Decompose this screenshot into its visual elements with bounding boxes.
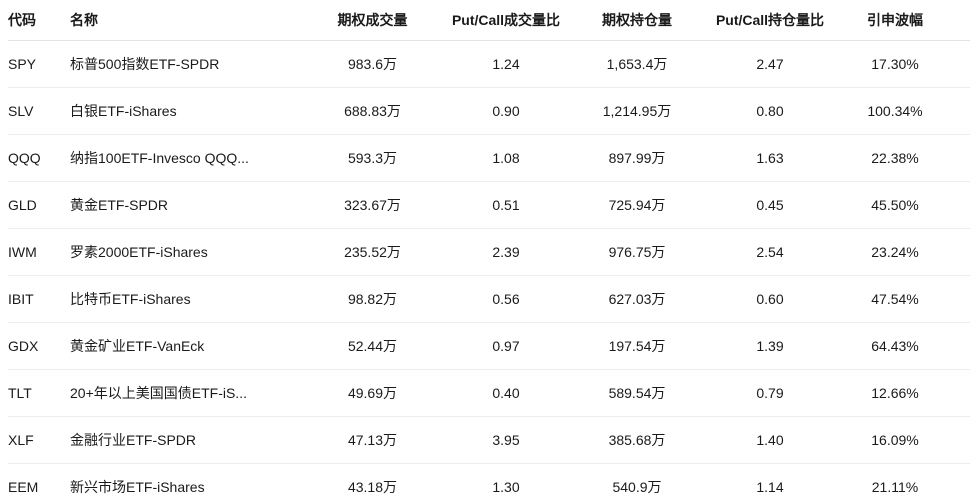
cell-putcall-oi-ratio: 0.60 xyxy=(707,275,833,323)
column-header-implied-volatility[interactable]: 引申波幅 xyxy=(833,0,970,41)
cell-putcall-volume-ratio: 1.24 xyxy=(445,40,567,88)
table-row-tlt[interactable]: TLT 20+年以上美国国债ETF-iS... 49.69万 0.40 589.… xyxy=(8,369,970,417)
cell-volume: 323.67万 xyxy=(300,181,445,229)
etf-options-table: 代码 名称 期权成交量 Put/Call成交量比 期权持仓量 Put/Call持… xyxy=(8,0,970,499)
cell-implied-volatility: 64.43% xyxy=(833,322,970,370)
column-header-code[interactable]: 代码 xyxy=(8,0,70,41)
cell-open-interest: 385.68万 xyxy=(567,416,707,464)
cell-name: 罗素2000ETF-iShares xyxy=(70,228,300,276)
cell-putcall-volume-ratio: 1.08 xyxy=(445,134,567,182)
cell-code: SLV xyxy=(8,87,70,135)
cell-implied-volatility: 22.38% xyxy=(833,134,970,182)
cell-volume: 593.3万 xyxy=(300,134,445,182)
cell-name: 标普500指数ETF-SPDR xyxy=(70,40,300,88)
cell-implied-volatility: 45.50% xyxy=(833,181,970,229)
table-row-iwm[interactable]: IWM 罗素2000ETF-iShares 235.52万 2.39 976.7… xyxy=(8,228,970,276)
cell-code: GDX xyxy=(8,322,70,370)
cell-code: IWM xyxy=(8,228,70,276)
cell-code: IBIT xyxy=(8,275,70,323)
cell-name: 纳指100ETF-Invesco QQQ... xyxy=(70,134,300,182)
cell-volume: 49.69万 xyxy=(300,369,445,417)
cell-putcall-volume-ratio: 0.90 xyxy=(445,87,567,135)
cell-code: GLD xyxy=(8,181,70,229)
cell-putcall-oi-ratio: 0.80 xyxy=(707,87,833,135)
cell-code: EEM xyxy=(8,463,70,499)
cell-implied-volatility: 100.34% xyxy=(833,87,970,135)
cell-open-interest: 197.54万 xyxy=(567,322,707,370)
cell-volume: 47.13万 xyxy=(300,416,445,464)
cell-putcall-volume-ratio: 0.40 xyxy=(445,369,567,417)
cell-implied-volatility: 17.30% xyxy=(833,40,970,88)
cell-putcall-volume-ratio: 0.97 xyxy=(445,322,567,370)
cell-putcall-volume-ratio: 3.95 xyxy=(445,416,567,464)
cell-volume: 52.44万 xyxy=(300,322,445,370)
cell-code: TLT xyxy=(8,369,70,417)
cell-implied-volatility: 23.24% xyxy=(833,228,970,276)
cell-open-interest: 627.03万 xyxy=(567,275,707,323)
column-header-volume[interactable]: 期权成交量 xyxy=(300,0,445,41)
cell-open-interest: 589.54万 xyxy=(567,369,707,417)
cell-name: 黄金ETF-SPDR xyxy=(70,181,300,229)
cell-open-interest: 1,653.4万 xyxy=(567,40,707,88)
cell-name: 白银ETF-iShares xyxy=(70,87,300,135)
table-row-gld[interactable]: GLD 黄金ETF-SPDR 323.67万 0.51 725.94万 0.45… xyxy=(8,181,970,229)
cell-volume: 983.6万 xyxy=(300,40,445,88)
cell-open-interest: 725.94万 xyxy=(567,181,707,229)
cell-putcall-oi-ratio: 1.14 xyxy=(707,463,833,499)
cell-volume: 98.82万 xyxy=(300,275,445,323)
cell-name: 金融行业ETF-SPDR xyxy=(70,416,300,464)
cell-open-interest: 540.9万 xyxy=(567,463,707,499)
column-header-open-interest[interactable]: 期权持仓量 xyxy=(567,0,707,41)
cell-open-interest: 897.99万 xyxy=(567,134,707,182)
cell-volume: 688.83万 xyxy=(300,87,445,135)
table-body: SPY 标普500指数ETF-SPDR 983.6万 1.24 1,653.4万… xyxy=(8,40,970,499)
cell-code: XLF xyxy=(8,416,70,464)
cell-putcall-volume-ratio: 0.56 xyxy=(445,275,567,323)
cell-putcall-oi-ratio: 2.54 xyxy=(707,228,833,276)
cell-name: 比特币ETF-iShares xyxy=(70,275,300,323)
cell-volume: 235.52万 xyxy=(300,228,445,276)
cell-implied-volatility: 21.11% xyxy=(833,463,970,499)
cell-implied-volatility: 16.09% xyxy=(833,416,970,464)
header-row: 代码 名称 期权成交量 Put/Call成交量比 期权持仓量 Put/Call持… xyxy=(8,0,970,41)
table-row-ibit[interactable]: IBIT 比特币ETF-iShares 98.82万 0.56 627.03万 … xyxy=(8,275,970,323)
cell-putcall-volume-ratio: 1.30 xyxy=(445,463,567,499)
cell-implied-volatility: 47.54% xyxy=(833,275,970,323)
table-row-spy[interactable]: SPY 标普500指数ETF-SPDR 983.6万 1.24 1,653.4万… xyxy=(8,40,970,88)
table-row-slv[interactable]: SLV 白银ETF-iShares 688.83万 0.90 1,214.95万… xyxy=(8,87,970,135)
cell-open-interest: 976.75万 xyxy=(567,228,707,276)
cell-putcall-oi-ratio: 0.45 xyxy=(707,181,833,229)
cell-name: 20+年以上美国国债ETF-iS... xyxy=(70,369,300,417)
table-header: 代码 名称 期权成交量 Put/Call成交量比 期权持仓量 Put/Call持… xyxy=(8,0,970,41)
cell-putcall-oi-ratio: 1.40 xyxy=(707,416,833,464)
table-row-gdx[interactable]: GDX 黄金矿业ETF-VanEck 52.44万 0.97 197.54万 1… xyxy=(8,322,970,370)
cell-name: 黄金矿业ETF-VanEck xyxy=(70,322,300,370)
column-header-name[interactable]: 名称 xyxy=(70,0,300,41)
cell-name: 新兴市场ETF-iShares xyxy=(70,463,300,499)
cell-open-interest: 1,214.95万 xyxy=(567,87,707,135)
table-row-xlf[interactable]: XLF 金融行业ETF-SPDR 47.13万 3.95 385.68万 1.4… xyxy=(8,416,970,464)
cell-implied-volatility: 12.66% xyxy=(833,369,970,417)
cell-putcall-oi-ratio: 2.47 xyxy=(707,40,833,88)
cell-putcall-oi-ratio: 0.79 xyxy=(707,369,833,417)
cell-putcall-volume-ratio: 0.51 xyxy=(445,181,567,229)
column-header-putcall-volume-ratio[interactable]: Put/Call成交量比 xyxy=(445,0,567,41)
cell-putcall-oi-ratio: 1.63 xyxy=(707,134,833,182)
table-row-eem[interactable]: EEM 新兴市场ETF-iShares 43.18万 1.30 540.9万 1… xyxy=(8,463,970,499)
column-header-putcall-oi-ratio[interactable]: Put/Call持仓量比 xyxy=(707,0,833,41)
cell-putcall-volume-ratio: 2.39 xyxy=(445,228,567,276)
cell-putcall-oi-ratio: 1.39 xyxy=(707,322,833,370)
cell-code: SPY xyxy=(8,40,70,88)
cell-code: QQQ xyxy=(8,134,70,182)
cell-volume: 43.18万 xyxy=(300,463,445,499)
table-row-qqq[interactable]: QQQ 纳指100ETF-Invesco QQQ... 593.3万 1.08 … xyxy=(8,134,970,182)
